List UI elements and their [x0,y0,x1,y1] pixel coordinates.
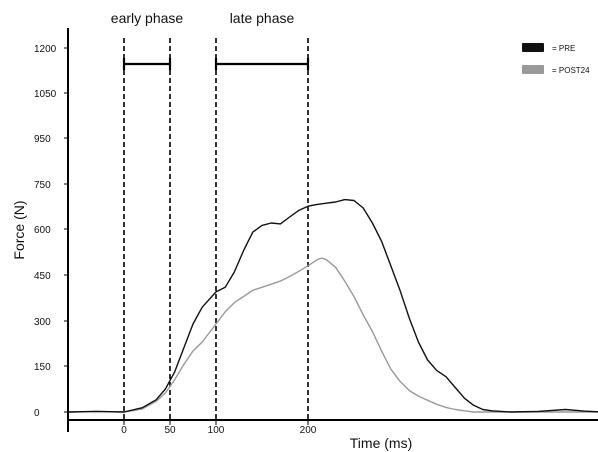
x-tick-label: 100 [208,425,225,436]
legend: = PRE = POST24 [522,43,590,75]
y-tick-label: 600 [34,225,51,236]
y-tick-label: 950 [34,134,51,145]
legend-swatch [522,65,544,74]
x-tick-label: 50 [164,425,176,436]
legend-label: = POST24 [552,66,590,75]
y-tick-label: 150 [34,362,51,373]
y-tick-label: 0 [34,408,40,419]
y-tick-label: 300 [34,317,51,328]
series-line-pre [68,198,598,413]
phase-label: late phase [230,10,295,26]
y-tick-label: 450 [34,271,51,282]
x-tick-label: 200 [300,425,317,436]
x-axis-title: Time (ms) [350,435,412,451]
y-tick-label: 1050 [34,89,57,100]
y-axis-title: Force (N) [11,200,27,259]
series-line-post24 [68,257,598,413]
y-tick-label: 1200 [34,44,57,55]
data-series [68,198,598,413]
legend-swatch [522,43,544,52]
legend-label: = PRE [552,44,575,53]
phase-label: early phase [111,10,184,26]
phase-markers: early phase late phase [111,10,310,420]
y-tick-label: 750 [34,180,51,191]
axes: 0 150 300 450 600 750 950 1050 1200 0 50 100 200 Forc… [11,28,598,451]
x-tick-label: 0 [121,425,127,436]
